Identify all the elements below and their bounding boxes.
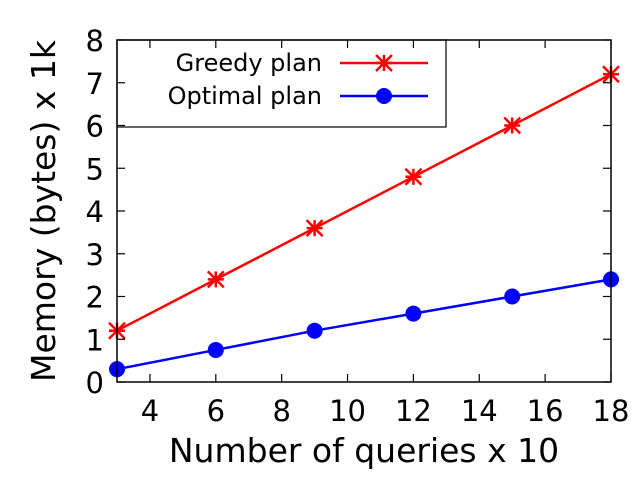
- x-tick-label: 6: [207, 394, 225, 428]
- y-tick-label: 8: [86, 24, 104, 58]
- x-tick-label: 12: [395, 394, 432, 428]
- data-point: [404, 167, 423, 186]
- legend: Greedy plan Optimal plan: [168, 49, 428, 110]
- x-tick-label: 16: [527, 394, 564, 428]
- y-tick-label: 7: [86, 67, 104, 101]
- x-axis-label: Number of queries x 10: [169, 431, 559, 470]
- legend-label: Optimal plan: [168, 82, 322, 110]
- series-line: [116, 278, 612, 371]
- series-line: [116, 73, 612, 332]
- series-1: [109, 271, 619, 378]
- x-tick-label: 14: [461, 394, 498, 428]
- x-tick-label: 18: [593, 394, 630, 428]
- legend-marker: [375, 54, 393, 72]
- data-point: [405, 305, 422, 322]
- y-tick-label: 0: [86, 366, 104, 400]
- x-tick-label: 10: [329, 394, 366, 428]
- legend-marker: [376, 88, 392, 104]
- x-tick-label: 4: [141, 394, 159, 428]
- data-point: [503, 116, 522, 135]
- y-tick-label: 4: [86, 195, 104, 229]
- data-point: [206, 270, 225, 289]
- y-tick-label: 5: [86, 152, 104, 186]
- y-axis-label: Memory (bytes) x 1k: [24, 39, 63, 382]
- y-tick-label: 6: [86, 110, 104, 144]
- data-point: [306, 322, 323, 339]
- legend-label: Greedy plan: [176, 49, 322, 77]
- data-point: [207, 341, 224, 358]
- x-tick-label: 8: [272, 394, 290, 428]
- y-tick-label: 2: [86, 281, 104, 315]
- y-tick-label: 3: [86, 238, 104, 272]
- data-point: [504, 288, 521, 305]
- y-tick-label: 1: [86, 323, 104, 357]
- data-point: [305, 219, 324, 237]
